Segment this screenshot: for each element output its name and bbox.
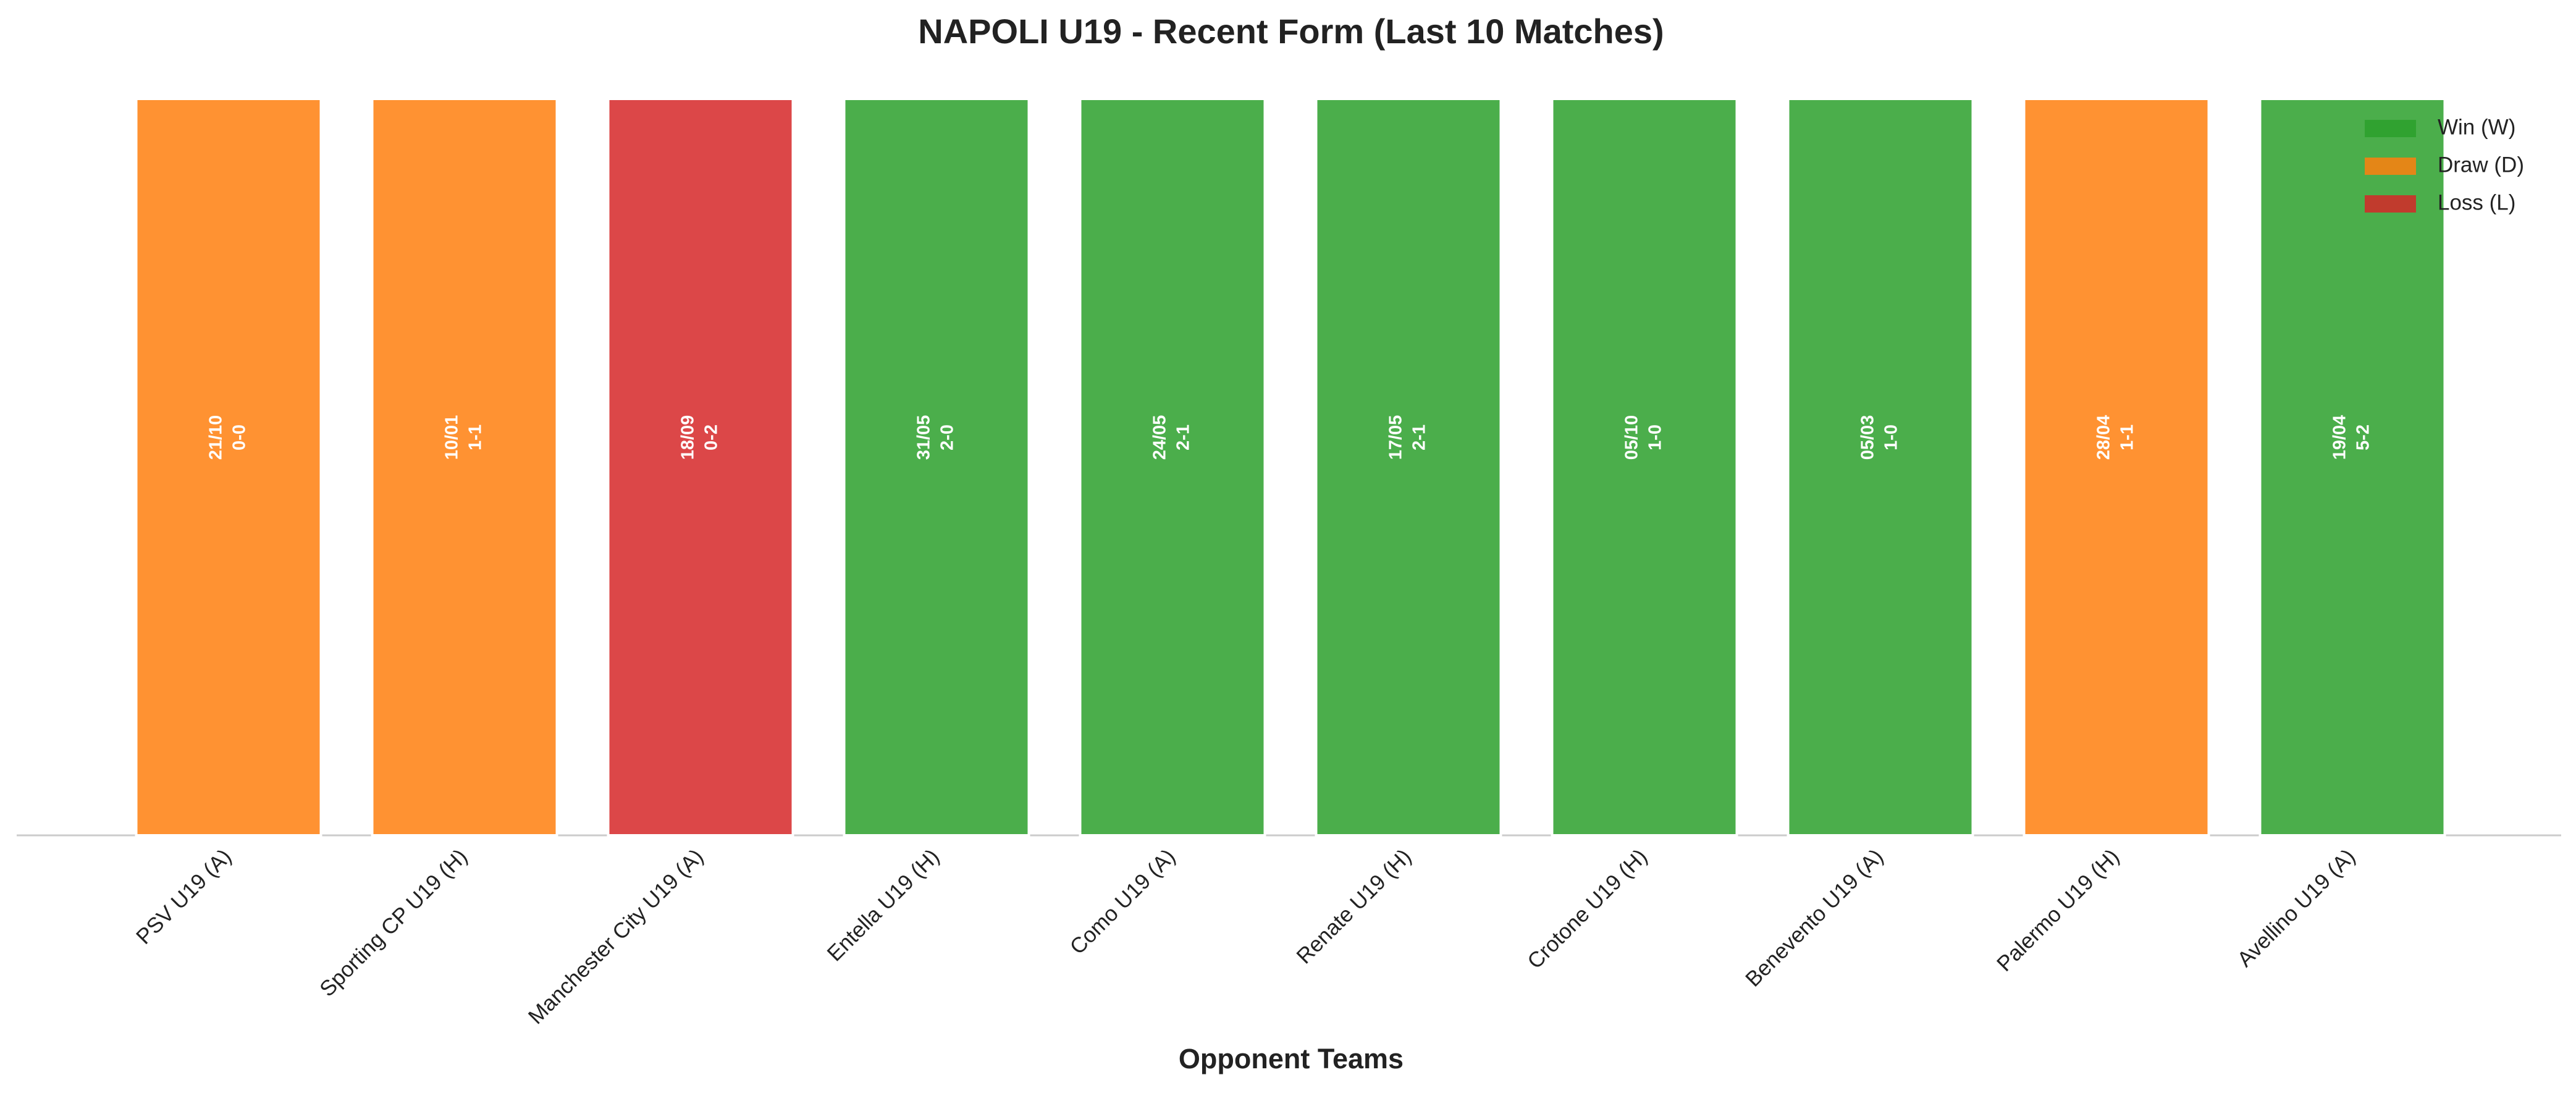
bar bbox=[1315, 98, 1502, 837]
legend-swatch bbox=[2365, 120, 2416, 137]
legend-label: Draw (D) bbox=[2438, 153, 2524, 177]
x-axis-label: Opponent Teams bbox=[1179, 1043, 1404, 1074]
bar-date-label: 10/01 bbox=[442, 415, 462, 460]
bar bbox=[2022, 98, 2210, 837]
bar-score-label: 1-1 bbox=[2118, 424, 2137, 450]
bar-score-label: 2-1 bbox=[1410, 424, 1429, 450]
bar-date-label: 24/05 bbox=[1150, 415, 1170, 460]
bar-score-label: 1-0 bbox=[1882, 424, 1901, 450]
bar bbox=[1551, 98, 1738, 837]
legend-label: Win (W) bbox=[2438, 115, 2515, 139]
bar-date-label: 05/03 bbox=[1858, 415, 1878, 460]
bar-date-label: 18/09 bbox=[678, 415, 698, 460]
bar-score-label: 5-2 bbox=[2354, 424, 2373, 450]
legend-swatch bbox=[2365, 195, 2416, 213]
bar-date-label: 21/10 bbox=[206, 415, 226, 460]
bar-score-label: 2-1 bbox=[1174, 424, 1193, 450]
bar bbox=[1079, 98, 1266, 837]
bar-date-label: 19/04 bbox=[2330, 415, 2350, 460]
chart-title: NAPOLI U19 - Recent Form (Last 10 Matche… bbox=[918, 12, 1664, 51]
legend-label: Loss (L) bbox=[2438, 190, 2515, 214]
bar-date-label: 17/05 bbox=[1386, 415, 1406, 460]
bar bbox=[371, 98, 558, 837]
bar-score-label: 0-0 bbox=[230, 424, 250, 450]
bar-score-label: 1-1 bbox=[466, 424, 486, 450]
bar-score-label: 1-0 bbox=[1646, 424, 1665, 450]
bar bbox=[135, 98, 322, 837]
bar bbox=[607, 98, 794, 837]
bar-date-label: 28/04 bbox=[2094, 415, 2114, 460]
bar-score-label: 2-0 bbox=[938, 424, 958, 450]
legend-swatch bbox=[2365, 158, 2416, 175]
bar bbox=[1787, 98, 1974, 837]
bar bbox=[843, 98, 1030, 837]
bar bbox=[2258, 98, 2446, 837]
bar-score-label: 0-2 bbox=[702, 424, 722, 450]
bar-date-label: 31/05 bbox=[914, 415, 934, 460]
bar-date-label: 05/10 bbox=[1622, 415, 1642, 460]
